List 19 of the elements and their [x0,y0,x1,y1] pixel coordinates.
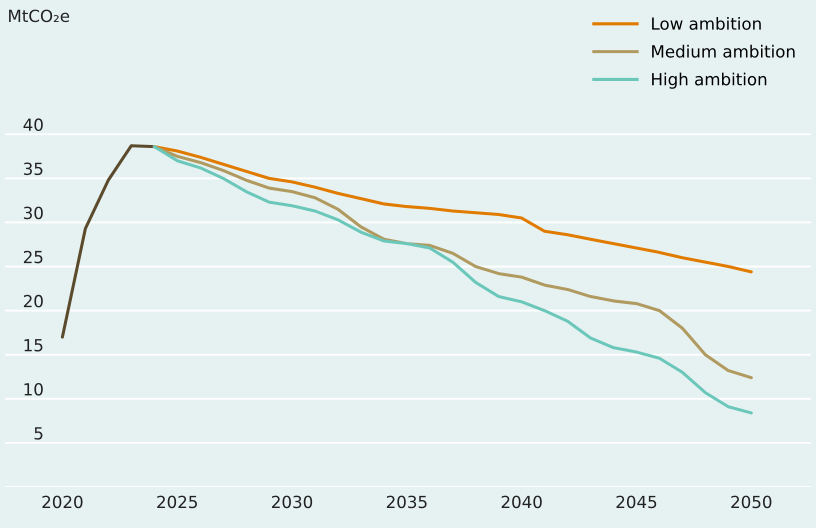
y-tick-label: 30 [24,206,43,220]
x-tick-label: 2040 [502,496,542,508]
y-tick-label: 35 [24,162,42,176]
y-tick-label: 40 [23,118,43,132]
y-tick-label: 5 [34,427,42,440]
x-tick-label: 2050 [731,496,772,508]
legend-label: Medium ambition [652,44,795,58]
x-tick-label: 2020 [42,496,83,508]
x-tick-label: 2045 [616,496,656,508]
y-tick-label: 10 [24,382,43,396]
y-tick-label: 20 [24,294,43,308]
x-tick-label: 2035 [386,496,427,508]
y-tick-label: 15 [24,339,42,352]
legend-label: High ambition [652,72,766,89]
y-axis-title: MtCO₂e [9,10,70,22]
y-tick-label: 25 [24,250,42,264]
legend-label: Low ambition [652,17,761,30]
x-tick-label: 2025 [157,496,197,508]
x-tick-label: 2030 [272,496,312,508]
